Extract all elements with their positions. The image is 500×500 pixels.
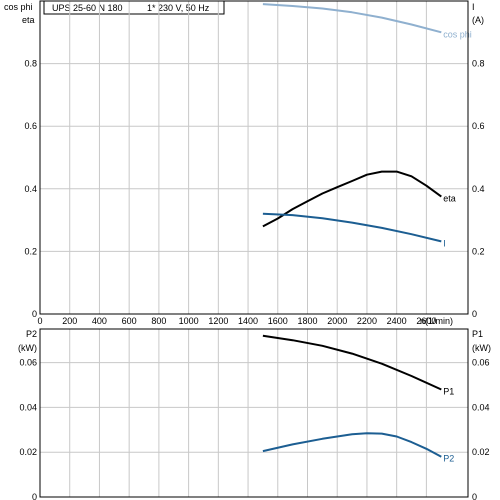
top-y-tick-label: 0.4 <box>24 184 37 194</box>
bottom-y-tick-label: 0.04 <box>19 402 37 412</box>
top-left-axis-label-1: cos phi <box>4 2 33 12</box>
bottom-series-label: P1 <box>443 386 454 396</box>
bottom-series-label: P2 <box>443 454 454 464</box>
x-tick-label: 1800 <box>297 316 317 326</box>
top-plot-frame <box>39 0 469 315</box>
bottom-series-p1-line <box>262 334 442 391</box>
x-tick-label: 200 <box>62 316 77 326</box>
x-tick-label: 800 <box>151 316 166 326</box>
top-y-right-tick-label: 0.8 <box>472 59 485 69</box>
top-series-cos-phi-line <box>262 3 442 34</box>
bottom-series-p2-line <box>262 432 442 458</box>
top-left-axis-label-2: eta <box>22 15 35 25</box>
x-tick-label: 400 <box>92 316 107 326</box>
bottom-y-right-tick-label: 0.04 <box>472 402 490 412</box>
top-series-i-line <box>262 212 442 243</box>
top-y-tick-label: 0 <box>32 309 37 319</box>
top-series-label: eta <box>443 194 456 204</box>
bottom-series: P1 P2 <box>262 334 454 464</box>
bottom-left-axis-label-2: (kW) <box>18 343 37 353</box>
x-tick-label: 1600 <box>268 316 288 326</box>
x-tick-label: 2400 <box>387 316 407 326</box>
bottom-right-axis-label-2: (kW) <box>472 343 491 353</box>
top-series-label: I <box>443 238 446 248</box>
top-series: cos phi eta I <box>262 3 472 248</box>
x-tick-label: 2600 <box>416 316 436 326</box>
x-tick-label: 1200 <box>208 316 228 326</box>
x-tick-label: 600 <box>122 316 137 326</box>
top-series-label: cos phi <box>443 29 472 39</box>
top-right-axis-label-2: (A) <box>472 15 484 25</box>
top-y-tick-label: 0.8 <box>24 59 37 69</box>
x-tick-label: 2200 <box>357 316 377 326</box>
top-y-tick-label: 0.2 <box>24 246 37 256</box>
x-tick-label: 1000 <box>179 316 199 326</box>
bottom-y-right-tick-label: 0.02 <box>472 447 490 457</box>
top-y-tick-label: 0.6 <box>24 121 37 131</box>
header-model: UPS 25-60 N 180 <box>52 3 123 13</box>
bottom-y-tick-label: 0.06 <box>19 358 37 368</box>
top-y-right-tick-label: 0.4 <box>472 184 485 194</box>
bottom-y-right-tick-label: 0 <box>472 492 477 500</box>
top-grid <box>40 1 468 314</box>
ticks: 0 00.2 0.20.4 0.40.6 0.60.8 0.80 00.02 0.020.04… <box>19 59 489 500</box>
top-y-right-tick-label: 0 <box>472 309 477 319</box>
top-series-eta-line <box>262 170 442 228</box>
top-y-right-tick-label: 0.6 <box>472 121 485 131</box>
bottom-y-tick-label: 0.02 <box>19 447 37 457</box>
x-tick-label: 1400 <box>238 316 258 326</box>
bottom-right-axis-label-1: P1 <box>472 329 483 339</box>
top-y-right-tick-label: 0.2 <box>472 246 485 256</box>
x-tick-label: 0 <box>37 316 42 326</box>
bottom-y-right-tick-label: 0.06 <box>472 358 490 368</box>
bottom-plot-frame <box>39 328 469 498</box>
x-axis-label: n(1/min) <box>420 316 453 326</box>
header-supply: 1* 230 V, 50 Hz <box>147 3 210 13</box>
bottom-y-tick-label: 0 <box>32 492 37 500</box>
top-right-axis-label-1: I <box>472 2 475 12</box>
bottom-left-axis-label-1: P2 <box>26 329 37 339</box>
bottom-grid <box>40 329 468 497</box>
x-tick-label: 2000 <box>327 316 347 326</box>
